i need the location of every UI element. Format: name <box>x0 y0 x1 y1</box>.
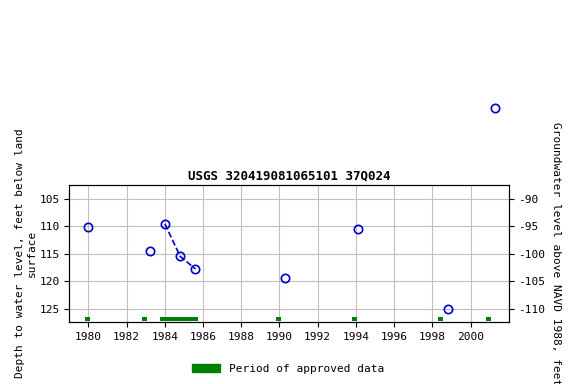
Bar <box>353 317 358 321</box>
Bar <box>276 317 281 321</box>
Legend: Period of approved data: Period of approved data <box>188 359 388 379</box>
Bar <box>438 317 444 321</box>
Bar <box>160 317 198 321</box>
Bar <box>142 317 147 321</box>
Bar <box>85 317 90 321</box>
Y-axis label: Depth to water level, feet below land
surface: Depth to water level, feet below land su… <box>15 129 37 379</box>
Y-axis label: Groundwater level above NAVD 1988, feet: Groundwater level above NAVD 1988, feet <box>551 122 561 384</box>
Title: USGS 320419081065101 37Q024: USGS 320419081065101 37Q024 <box>188 169 391 182</box>
Bar <box>486 317 491 321</box>
